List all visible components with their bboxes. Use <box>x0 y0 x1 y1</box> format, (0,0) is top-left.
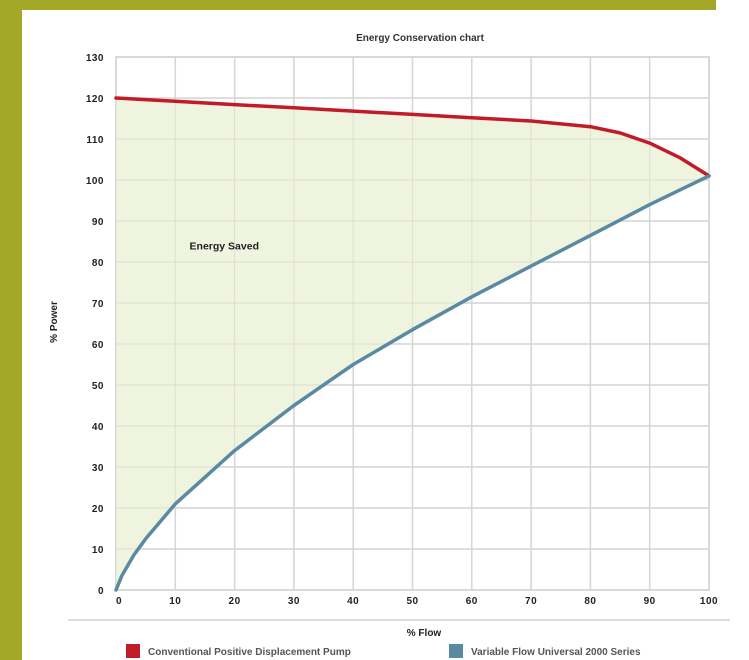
x-tick-label: 60 <box>466 596 478 607</box>
frame-top-bar <box>0 0 716 10</box>
legend-label-variable-flow-universal-2000-series: Variable Flow Universal 2000 Series <box>471 647 641 658</box>
y-tick-label: 30 <box>92 463 104 474</box>
x-tick-labels: 0 10 20 30 40 50 60 70 80 90 100 <box>116 596 718 607</box>
y-tick-label: 100 <box>86 176 104 187</box>
series-lines <box>114 56 711 592</box>
series-line-conventional-positive-displacement-pump <box>114 96 711 178</box>
y-tick-label: 50 <box>92 381 104 392</box>
x-tick-label: 70 <box>525 596 537 607</box>
x-tick-label: 50 <box>406 596 418 607</box>
frame-left-bar <box>0 0 22 660</box>
x-tick-label: 80 <box>584 596 596 607</box>
y-tick-label: 120 <box>86 94 104 105</box>
x-tick-label: 90 <box>644 596 656 607</box>
y-tick-label: 60 <box>92 340 104 351</box>
legend-swatch-variable-flow-universal-2000-series <box>449 644 463 658</box>
y-tick-label: 0 <box>98 586 104 597</box>
legend-swatch-conventional-positive-displacement-pump <box>126 644 140 658</box>
x-tick-label: 20 <box>229 596 241 607</box>
y-tick-label: 10 <box>92 545 104 556</box>
energy-saved-label: Energy Saved <box>190 241 259 253</box>
chart-title: Energy Conservation chart <box>356 33 484 44</box>
y-tick-label: 80 <box>92 258 104 269</box>
x-axis-title: % Flow <box>407 628 442 639</box>
legend-label-conventional-positive-displacement-pump: Conventional Positive Displacement Pump <box>148 647 351 658</box>
y-axis-title: % Power <box>49 301 60 343</box>
x-tick-label: 40 <box>347 596 359 607</box>
y-tick-label: 90 <box>92 217 104 228</box>
y-tick-labels: 0 10 20 30 40 50 60 70 80 90 100 110 120 130 <box>86 53 104 597</box>
y-tick-label: 110 <box>86 135 104 146</box>
x-tick-label: 30 <box>288 596 300 607</box>
y-tick-label: 20 <box>92 504 104 515</box>
y-tick-label: 70 <box>92 299 104 310</box>
y-tick-label: 40 <box>92 422 104 433</box>
x-tick-label: 10 <box>169 596 181 607</box>
series-line-variable-flow-universal-2000-series <box>114 174 711 592</box>
chart-legend: Conventional Positive Displacement Pump V… <box>126 644 641 658</box>
x-tick-label: 100 <box>700 596 718 607</box>
x-tick-label: 0 <box>116 596 122 607</box>
y-tick-label: 130 <box>86 53 104 64</box>
